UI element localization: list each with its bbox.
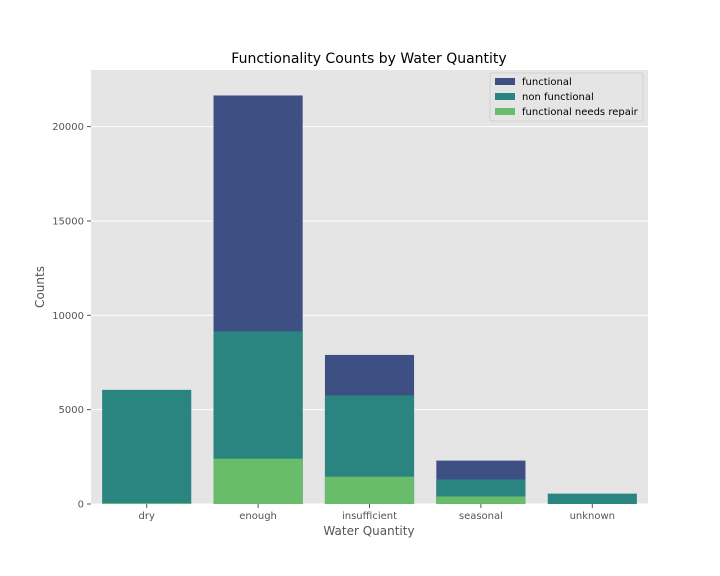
y-tick-label: 20000: [52, 122, 84, 133]
bar-non-functional-dry: [102, 389, 192, 504]
x-tick-label: unknown: [570, 511, 615, 522]
x-tick-label: dry: [139, 511, 155, 522]
bar-functional-needs-repair-insufficient: [324, 476, 415, 504]
bar-functional-needs-repair-seasonal: [436, 496, 526, 504]
legend-box: [489, 72, 644, 122]
bar-functional-needs-repair-dry: [102, 503, 192, 504]
axis-ticks: 0 5000 10000 15000 20000 dry enough insufficien…: [52, 122, 615, 522]
legend-label: non functional: [522, 92, 594, 103]
legend-label: functional: [522, 77, 572, 88]
bar-functional-needs-repair-enough: [213, 458, 303, 504]
y-tick-label: 10000: [52, 311, 84, 322]
chart-title: Functionality Counts by Water Quantity: [231, 51, 506, 67]
legend: functional non functional functional needs…: [489, 72, 644, 122]
legend-swatch: [495, 93, 515, 100]
x-axis-title: Water Quantity: [323, 524, 414, 538]
y-tick-label: 15000: [52, 216, 84, 227]
y-tick-label: 0: [78, 500, 84, 511]
bars: [102, 95, 637, 505]
legend-label: functional needs repair: [522, 107, 639, 118]
bar-non-functional-unknown: [547, 493, 637, 504]
x-tick-label: insufficient: [342, 511, 397, 522]
y-axis-title: Counts: [33, 266, 47, 308]
y-tick-label: 5000: [59, 405, 84, 416]
legend-swatch: [495, 78, 515, 85]
legend-swatch: [495, 108, 515, 115]
x-tick-label: seasonal: [459, 511, 503, 522]
x-tick-label: enough: [239, 511, 277, 522]
